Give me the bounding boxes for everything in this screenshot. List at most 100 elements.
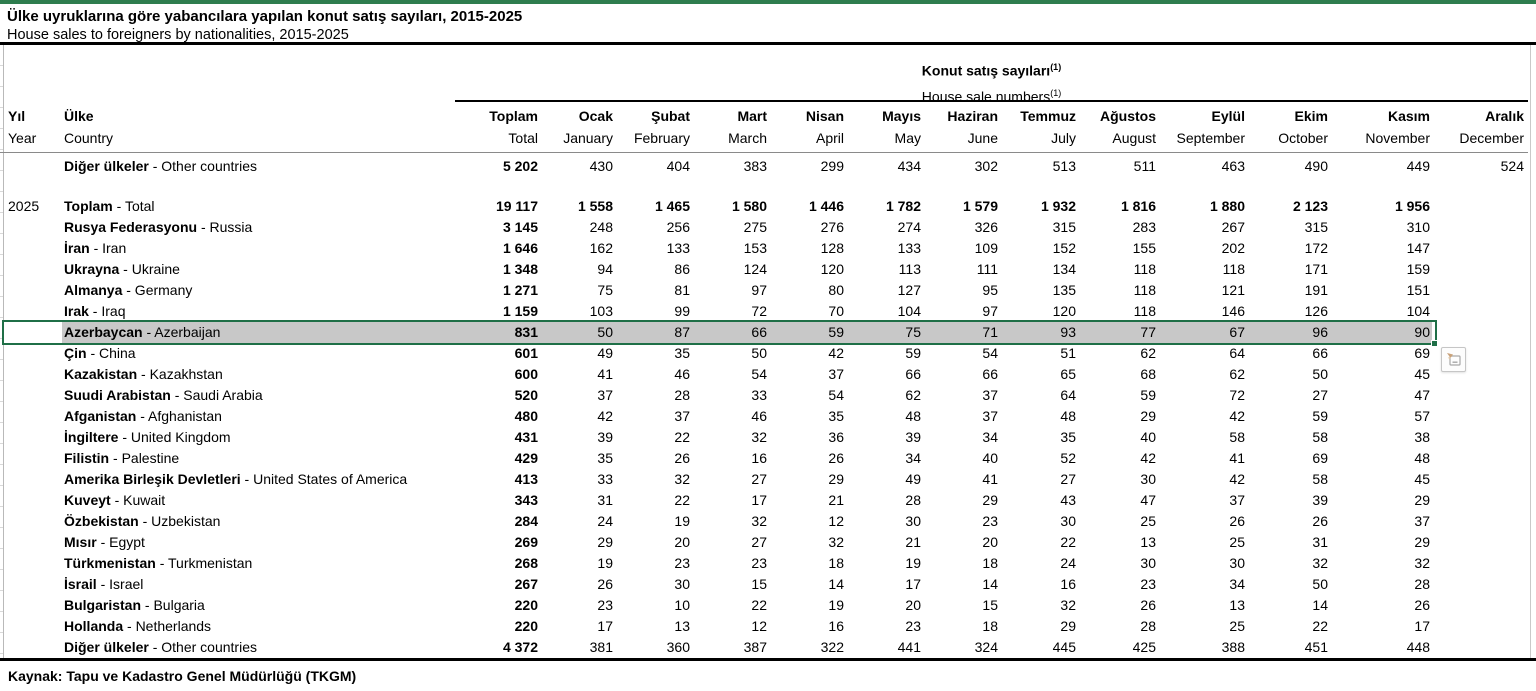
cell-value[interactable]: 32 [828,534,844,550]
cell-year[interactable] [4,259,62,280]
cell-value[interactable] [1432,574,1526,595]
cell-value[interactable]: 18 [982,618,998,634]
cell-value[interactable]: 80 [828,282,844,298]
cell-year[interactable] [4,574,62,595]
cell-value[interactable] [1432,385,1526,406]
cell-value[interactable]: 202 [1221,240,1245,256]
cell-value[interactable] [1432,448,1526,469]
cell-value[interactable]: 449 [1406,158,1430,174]
cell-value[interactable]: 120 [1052,303,1076,319]
cell-value[interactable]: 70 [828,303,844,319]
cell-value[interactable]: 59 [1312,408,1328,424]
cell-value[interactable]: 448 [1406,639,1430,655]
cell-value[interactable]: 1 816 [1120,198,1156,214]
cell-value[interactable]: 30 [1140,555,1156,571]
cell-value[interactable]: 275 [743,219,767,235]
cell-value[interactable]: 36 [828,429,844,445]
cell-value[interactable]: 387 [743,639,767,655]
cell-year[interactable] [4,490,62,511]
cell-value[interactable]: 14 [828,576,844,592]
cell-value[interactable]: 276 [820,219,844,235]
cell-value[interactable]: 153 [743,240,767,256]
cell-value[interactable] [1432,532,1526,553]
cell-value[interactable]: 29 [1140,408,1156,424]
cell-value[interactable]: 267 [1221,219,1245,235]
cell-value[interactable]: 1 580 [731,198,767,214]
cell-value[interactable]: 103 [589,303,613,319]
cell-value[interactable]: 67 [1158,322,1247,343]
cell-country[interactable]: Irak - Iraq [64,303,126,319]
cell-value[interactable] [1432,406,1526,427]
cell-value[interactable]: 64 [1060,387,1076,403]
cell-value[interactable]: 23 [982,513,998,529]
cell-value[interactable]: 118 [1133,261,1156,277]
cell-value[interactable] [1432,217,1526,238]
cell-value[interactable]: 66 [692,322,769,343]
cell-value[interactable]: 96 [1247,322,1330,343]
cell-value[interactable]: 29 [1414,492,1430,508]
cell-value[interactable]: 32 [1060,597,1076,613]
cell-value[interactable]: 30 [1229,555,1245,571]
cell-value[interactable]: 87 [615,322,692,343]
cell-value[interactable]: 54 [828,387,844,403]
cell-value[interactable]: 69 [1414,345,1430,361]
cell-value[interactable]: 413 [514,471,538,487]
cell-value[interactable]: 48 [905,408,921,424]
cell-value[interactable]: 104 [1406,303,1430,319]
cell-value[interactable]: 4 372 [502,639,538,655]
cell-year[interactable] [4,301,62,322]
cell-value[interactable]: 42 [1229,471,1245,487]
cell-value[interactable]: 127 [897,282,921,298]
cell-value[interactable]: 37 [982,387,998,403]
cell-value[interactable]: 15 [751,576,767,592]
cell-value[interactable]: 40 [1140,429,1156,445]
cell-value[interactable]: 128 [820,240,844,256]
cell-value[interactable]: 324 [974,639,998,655]
cell-value[interactable]: 274 [897,219,921,235]
cell-value[interactable]: 46 [751,408,767,424]
cell-value[interactable]: 42 [597,408,613,424]
cell-value[interactable]: 16 [1060,576,1076,592]
cell-value[interactable]: 29 [597,534,613,550]
cell-value[interactable]: 1 579 [962,198,998,214]
cell-value[interactable]: 64 [1229,345,1245,361]
cell-value[interactable]: 15 [982,597,998,613]
cell-value[interactable]: 124 [743,261,767,277]
cell-country[interactable]: Rusya Federasyonu - Russia [64,219,253,235]
cell-value[interactable]: 39 [1312,492,1328,508]
cell-value[interactable]: 66 [905,366,921,382]
cell-value[interactable] [1432,301,1526,322]
cell-value[interactable]: 2 123 [1292,198,1328,214]
cell-value[interactable]: 41 [1229,450,1245,466]
cell-value[interactable]: 445 [1052,639,1076,655]
cell-value[interactable]: 1 932 [1040,198,1076,214]
cell-value[interactable]: 429 [514,450,538,466]
cell-value[interactable]: 3 145 [502,219,538,235]
cell-value[interactable]: 68 [1140,366,1156,382]
cell-value[interactable]: 37 [1229,492,1245,508]
cell-value[interactable]: 49 [597,345,613,361]
cell-value[interactable]: 155 [1132,240,1156,256]
cell-value[interactable]: 57 [1414,408,1430,424]
cell-value[interactable]: 26 [828,450,844,466]
cell-value[interactable]: 19 [905,555,921,571]
cell-country[interactable]: İngiltere - United Kingdom [64,429,231,445]
paste-options-icon[interactable] [1441,347,1466,372]
cell-value[interactable]: 71 [923,322,1000,343]
cell-value[interactable]: 42 [1140,450,1156,466]
cell-year[interactable] [4,322,62,343]
cell-country[interactable]: Bulgaristan - Bulgaria [64,597,205,613]
cell-value[interactable]: 58 [1312,429,1328,445]
cell-value[interactable]: 118 [1133,303,1156,319]
cell-value[interactable]: 32 [751,513,767,529]
cell-value[interactable]: 113 [898,261,921,277]
cell-value[interactable]: 1 348 [502,261,538,277]
cell-value[interactable]: 95 [982,282,998,298]
cell-value[interactable]: 38 [1414,429,1430,445]
cell-value[interactable]: 451 [1304,639,1328,655]
cell-year[interactable] [4,532,62,553]
cell-country[interactable]: Filistin - Palestine [64,450,180,466]
cell-value[interactable]: 50 [1312,366,1328,382]
cell-value[interactable]: 40 [982,450,998,466]
cell-value[interactable]: 17 [1414,618,1430,634]
